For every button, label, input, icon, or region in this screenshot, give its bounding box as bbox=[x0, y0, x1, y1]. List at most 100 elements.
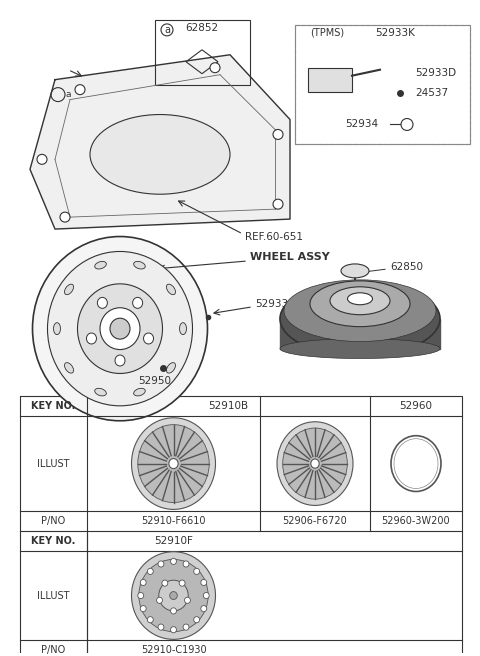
Ellipse shape bbox=[140, 579, 146, 586]
Text: a: a bbox=[164, 25, 170, 35]
Text: KEY NO.: KEY NO. bbox=[31, 536, 76, 546]
Ellipse shape bbox=[64, 363, 73, 373]
Text: P/NO: P/NO bbox=[41, 646, 66, 655]
Ellipse shape bbox=[48, 251, 192, 406]
Ellipse shape bbox=[133, 388, 145, 396]
Text: 52933D: 52933D bbox=[415, 68, 456, 77]
Ellipse shape bbox=[170, 608, 177, 614]
Ellipse shape bbox=[115, 355, 125, 366]
Ellipse shape bbox=[170, 558, 177, 564]
Ellipse shape bbox=[341, 264, 369, 278]
Ellipse shape bbox=[162, 580, 168, 586]
Bar bbox=[308, 68, 352, 92]
Ellipse shape bbox=[391, 436, 441, 491]
Ellipse shape bbox=[201, 579, 207, 586]
Ellipse shape bbox=[310, 281, 410, 327]
Ellipse shape bbox=[183, 624, 189, 630]
Circle shape bbox=[37, 154, 47, 164]
Polygon shape bbox=[280, 319, 440, 348]
Ellipse shape bbox=[179, 580, 185, 586]
Ellipse shape bbox=[167, 363, 176, 373]
Ellipse shape bbox=[138, 424, 209, 502]
Text: 52910F: 52910F bbox=[154, 536, 193, 546]
Text: REF.60-651: REF.60-651 bbox=[245, 232, 303, 242]
Ellipse shape bbox=[147, 617, 153, 623]
Text: 52910B: 52910B bbox=[208, 401, 249, 411]
Text: 52906-F6720: 52906-F6720 bbox=[283, 516, 348, 526]
Ellipse shape bbox=[139, 560, 208, 632]
Text: P/NO: P/NO bbox=[41, 516, 66, 526]
Ellipse shape bbox=[133, 261, 145, 269]
Ellipse shape bbox=[77, 284, 163, 373]
Ellipse shape bbox=[140, 605, 146, 611]
Text: 52910-C1930: 52910-C1930 bbox=[141, 646, 206, 655]
Text: 52910-F6610: 52910-F6610 bbox=[141, 516, 206, 526]
Ellipse shape bbox=[201, 605, 207, 611]
Text: KEY NO.: KEY NO. bbox=[31, 401, 76, 411]
Ellipse shape bbox=[90, 115, 230, 194]
Ellipse shape bbox=[277, 422, 353, 505]
Text: 62852: 62852 bbox=[185, 23, 218, 33]
Bar bbox=[20, 396, 462, 656]
Ellipse shape bbox=[184, 597, 191, 604]
Text: (TPMS): (TPMS) bbox=[310, 28, 344, 38]
Ellipse shape bbox=[170, 592, 177, 600]
Text: ILLUST: ILLUST bbox=[37, 459, 70, 468]
Ellipse shape bbox=[132, 418, 216, 510]
Text: 52934: 52934 bbox=[345, 119, 378, 129]
Text: 52950: 52950 bbox=[139, 377, 171, 386]
Text: 52960: 52960 bbox=[399, 401, 432, 411]
Ellipse shape bbox=[394, 439, 438, 489]
Ellipse shape bbox=[284, 280, 436, 342]
Ellipse shape bbox=[132, 552, 216, 640]
Ellipse shape bbox=[283, 428, 348, 499]
Bar bbox=[295, 25, 470, 144]
Ellipse shape bbox=[159, 580, 188, 611]
Ellipse shape bbox=[280, 338, 440, 359]
Ellipse shape bbox=[110, 318, 130, 339]
Ellipse shape bbox=[194, 568, 200, 575]
Circle shape bbox=[273, 129, 283, 140]
Text: 52933: 52933 bbox=[255, 298, 288, 309]
Text: 62850: 62850 bbox=[390, 262, 423, 272]
Text: 52933K: 52933K bbox=[375, 28, 415, 38]
Circle shape bbox=[273, 199, 283, 209]
Text: WHEEL ASSY: WHEEL ASSY bbox=[250, 252, 330, 262]
Text: KIA: KIA bbox=[407, 459, 425, 468]
Text: ILLUST: ILLUST bbox=[37, 590, 70, 600]
Circle shape bbox=[75, 85, 85, 94]
Text: 24537: 24537 bbox=[415, 88, 448, 98]
Ellipse shape bbox=[64, 284, 73, 295]
Ellipse shape bbox=[33, 237, 207, 420]
Circle shape bbox=[60, 212, 70, 222]
Ellipse shape bbox=[132, 297, 143, 308]
Ellipse shape bbox=[194, 617, 200, 623]
Bar bbox=[155, 20, 250, 85]
Bar bbox=[295, 25, 470, 144]
Ellipse shape bbox=[138, 592, 144, 599]
Ellipse shape bbox=[204, 592, 209, 599]
Ellipse shape bbox=[53, 323, 60, 335]
Ellipse shape bbox=[144, 333, 154, 344]
Text: 52960-3W200: 52960-3W200 bbox=[382, 516, 450, 526]
Circle shape bbox=[210, 63, 220, 73]
Ellipse shape bbox=[180, 323, 187, 335]
Ellipse shape bbox=[311, 459, 319, 468]
Ellipse shape bbox=[170, 626, 177, 633]
Ellipse shape bbox=[100, 308, 140, 350]
Ellipse shape bbox=[95, 388, 107, 396]
Ellipse shape bbox=[158, 624, 164, 630]
Ellipse shape bbox=[330, 287, 390, 315]
Ellipse shape bbox=[156, 597, 162, 604]
Ellipse shape bbox=[86, 333, 96, 344]
Ellipse shape bbox=[183, 561, 189, 567]
Ellipse shape bbox=[95, 261, 107, 269]
Polygon shape bbox=[30, 54, 290, 229]
Ellipse shape bbox=[158, 561, 164, 567]
Ellipse shape bbox=[147, 568, 153, 575]
Text: a: a bbox=[65, 90, 71, 99]
Ellipse shape bbox=[169, 459, 178, 468]
Ellipse shape bbox=[167, 284, 176, 295]
Ellipse shape bbox=[280, 281, 440, 356]
Ellipse shape bbox=[97, 297, 108, 308]
